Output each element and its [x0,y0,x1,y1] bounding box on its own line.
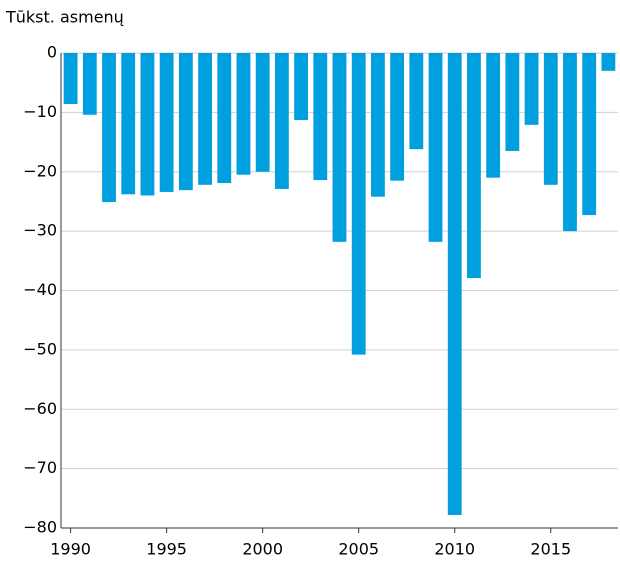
bar [409,53,424,150]
bar [82,53,97,115]
bar [447,53,462,515]
bar [236,53,251,175]
y-tick-label: −10 [23,102,57,121]
y-tick-label: −30 [23,221,57,240]
x-tick-label: 1990 [50,540,91,559]
bar [505,53,520,151]
chart-title: Tūkst. asmenų [5,8,124,27]
bar [332,53,347,242]
bar [390,53,405,181]
bar [582,53,597,216]
bar [486,53,501,178]
x-tick-label: 1995 [146,540,187,559]
y-tick-label: −40 [23,280,57,299]
bar [313,53,328,181]
y-tick-label: −80 [23,518,57,537]
bar [255,53,270,172]
bar [159,53,174,192]
bar [140,53,155,196]
x-tick-label: 2010 [434,540,475,559]
x-tick-label: 2005 [338,540,379,559]
bar [274,53,289,189]
bar [217,53,232,184]
bar [351,53,366,355]
x-tick-label: 2015 [530,540,571,559]
bar [428,53,443,242]
bar [467,53,481,279]
bar [601,53,616,71]
bar [563,53,577,232]
y-tick-label: −50 [23,339,57,358]
bar [178,53,193,191]
bar [121,53,136,195]
y-tick-label: −70 [23,458,57,477]
bar [294,53,309,121]
y-tick-label: −20 [23,161,57,180]
bar [370,53,385,197]
bar [543,53,558,185]
bar [524,53,539,125]
y-tick-label: −60 [23,399,57,418]
bar [102,53,116,203]
x-tick-label: 2000 [242,540,283,559]
y-tick-label: 0 [47,43,57,62]
bar [63,53,78,105]
bar [198,53,212,185]
